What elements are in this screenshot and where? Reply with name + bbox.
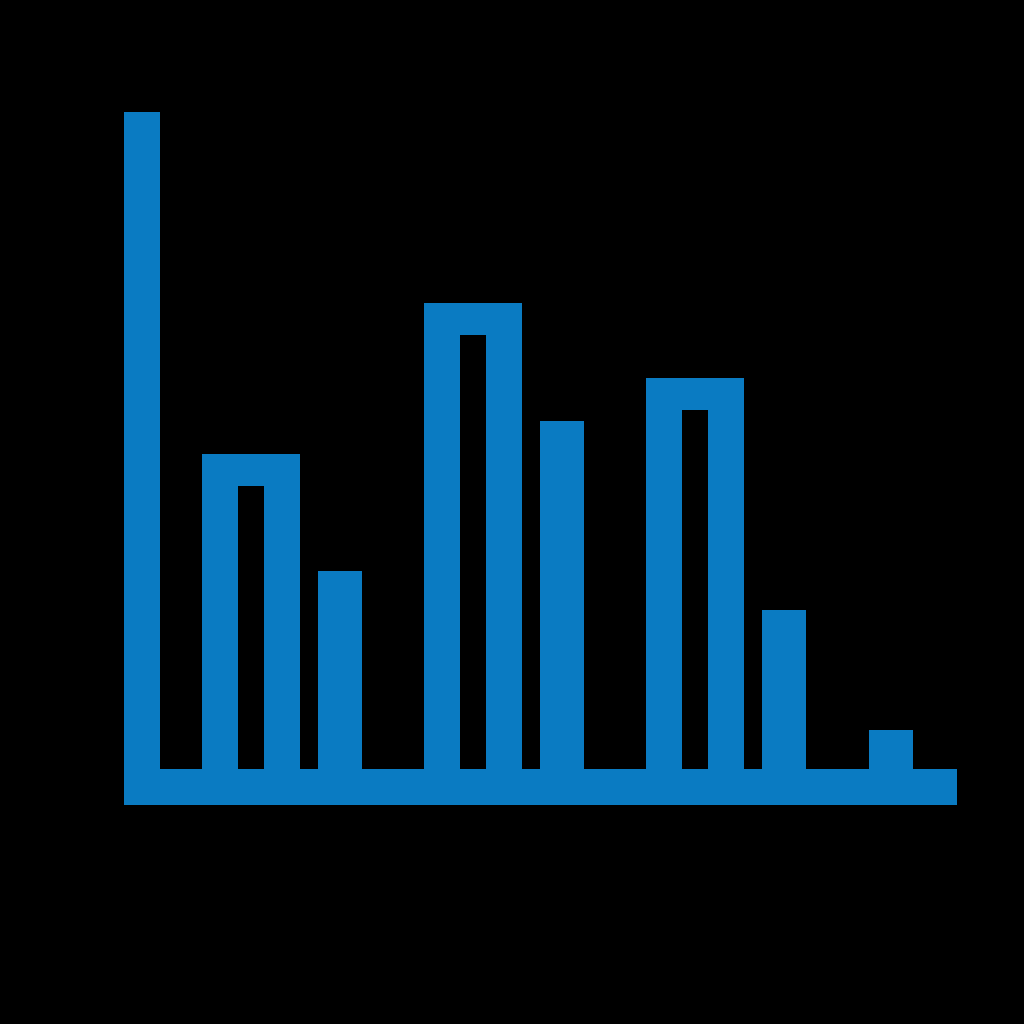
bar-4	[540, 421, 584, 769]
x-axis	[124, 769, 957, 805]
y-axis	[124, 112, 160, 805]
bar-5	[646, 378, 744, 769]
bar-3	[424, 303, 522, 769]
bar-chart-icon	[0, 0, 1024, 1024]
bar-2	[318, 571, 362, 769]
bar-6	[762, 610, 806, 769]
bar-7	[869, 730, 913, 769]
bar-1	[202, 454, 300, 769]
